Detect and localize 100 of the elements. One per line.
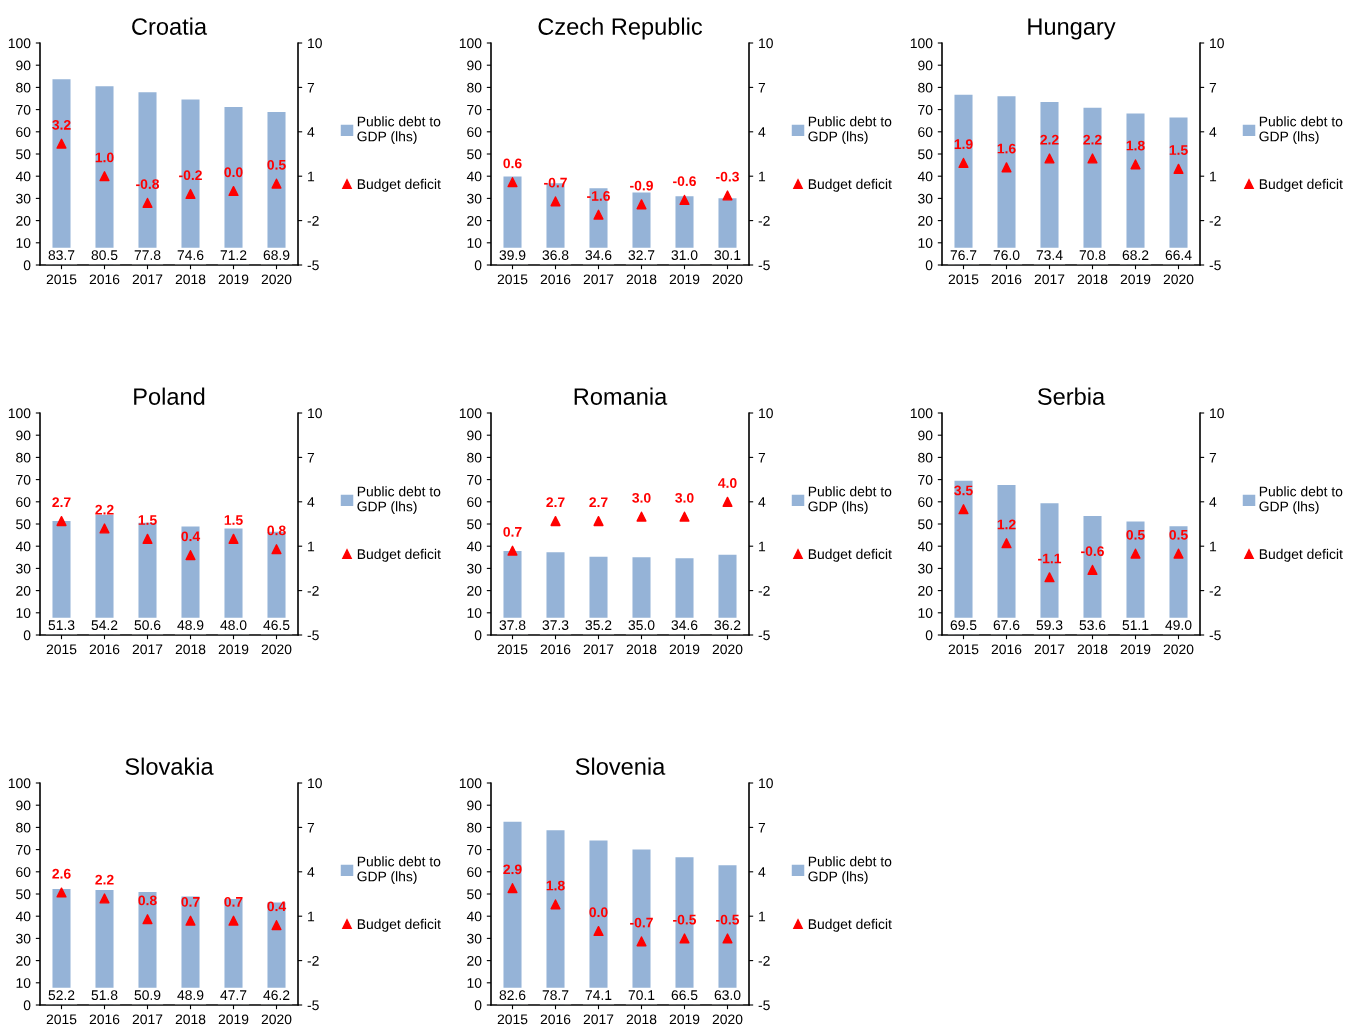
point bbox=[1087, 564, 1098, 575]
data-label: 53.6 bbox=[1079, 620, 1106, 631]
y-tick-label: 30 bbox=[467, 933, 482, 944]
data-label: -0.5 bbox=[716, 914, 740, 925]
point bbox=[679, 933, 690, 944]
y-tick-label: 90 bbox=[467, 800, 482, 811]
y2-tick-label: -2 bbox=[307, 585, 319, 596]
data-label: 1.5 bbox=[138, 515, 157, 525]
y-tick-label: 0 bbox=[925, 260, 933, 271]
y-tick-label: 50 bbox=[16, 519, 31, 530]
y2-tick-label: 10 bbox=[759, 778, 773, 789]
y-tick-label: 80 bbox=[16, 822, 31, 833]
x-tick-label: 2020 bbox=[261, 644, 292, 655]
y-tick-label: 60 bbox=[918, 497, 933, 507]
y-tick-label: 30 bbox=[918, 193, 933, 204]
data-label: 30.1 bbox=[714, 250, 741, 261]
x-tick-label: 2015 bbox=[948, 644, 979, 655]
y-tick-label: 40 bbox=[917, 541, 933, 552]
chart-title: Croatia bbox=[132, 17, 208, 35]
y2-tick-label: 10 bbox=[1210, 38, 1224, 49]
data-label: 69.5 bbox=[950, 620, 977, 631]
y2-tick-label: 1 bbox=[759, 171, 766, 182]
x-tick-label: 2018 bbox=[175, 274, 206, 285]
data-label: 47.7 bbox=[220, 990, 247, 1000]
y-tick-label: 60 bbox=[16, 127, 31, 137]
data-label: 70.1 bbox=[628, 990, 655, 1001]
x-tick-label: 2020 bbox=[261, 1014, 292, 1025]
y2-tick-label: -5 bbox=[758, 1000, 770, 1011]
data-label: 3.0 bbox=[675, 492, 694, 503]
data-label: 0.7 bbox=[224, 896, 243, 907]
y-tick-label: 10 bbox=[467, 238, 482, 248]
data-label: 0.7 bbox=[181, 896, 200, 907]
x-tick-label: 2015 bbox=[46, 1014, 77, 1025]
point bbox=[185, 915, 196, 926]
y2-tick-label: 10 bbox=[759, 38, 773, 49]
data-label: 66.4 bbox=[1165, 250, 1192, 261]
y-tick-label: 70 bbox=[918, 104, 933, 115]
point bbox=[142, 533, 153, 544]
point bbox=[271, 178, 282, 189]
x-tick-label: 2017 bbox=[132, 274, 163, 285]
y-tick-label: 10 bbox=[918, 608, 933, 618]
y2-tick-label: -5 bbox=[307, 630, 319, 641]
legend-label: Public debt to GDP (lhs) bbox=[808, 856, 892, 885]
point bbox=[185, 549, 196, 561]
data-label: 0.8 bbox=[138, 895, 157, 906]
point bbox=[636, 511, 647, 522]
y-tick-label: 100 bbox=[459, 408, 482, 419]
legend-label: Public debt to GDP (lhs) bbox=[808, 116, 892, 145]
y-tick-label: 80 bbox=[467, 822, 482, 833]
x-tick-label: 2018 bbox=[1077, 274, 1108, 285]
y2-tick-label: 10 bbox=[759, 408, 773, 419]
y2-tick-label: 7 bbox=[1209, 82, 1217, 93]
point bbox=[507, 882, 518, 894]
data-label: 0.5 bbox=[267, 159, 286, 170]
data-label: 37.3 bbox=[542, 620, 569, 631]
x-tick-label: 2019 bbox=[1120, 644, 1151, 655]
y2-tick-label: 7 bbox=[758, 452, 766, 463]
x-tick-label: 2020 bbox=[1163, 644, 1194, 655]
y-tick-label: 80 bbox=[918, 452, 933, 463]
data-label: 2.7 bbox=[52, 497, 71, 508]
y2-tick-label: 4 bbox=[758, 867, 766, 877]
data-label: 36.8 bbox=[542, 250, 569, 261]
y2-tick-label: 10 bbox=[308, 778, 322, 789]
point bbox=[636, 936, 647, 947]
y-tick-label: 70 bbox=[467, 844, 482, 855]
y-tick-label: 60 bbox=[467, 127, 482, 137]
y2-tick-label: 4 bbox=[758, 497, 766, 507]
data-label: 0.0 bbox=[589, 907, 608, 918]
x-tick-label: 2016 bbox=[540, 644, 571, 655]
y-tick-label: 70 bbox=[16, 104, 31, 115]
y-tick-label: 60 bbox=[467, 867, 482, 877]
data-label: -0.7 bbox=[630, 917, 653, 928]
y-tick-label: 30 bbox=[467, 193, 482, 204]
data-label: 0.6 bbox=[503, 158, 522, 169]
x-tick-label: 2019 bbox=[669, 274, 700, 285]
y2-tick-label: 7 bbox=[1209, 452, 1217, 463]
x-tick-label: 2016 bbox=[540, 1014, 571, 1025]
point bbox=[1130, 548, 1141, 559]
y2-tick-label: 7 bbox=[307, 82, 315, 93]
y2-tick-label: -5 bbox=[1209, 260, 1221, 271]
x-tick-label: 2020 bbox=[712, 274, 743, 285]
x-tick-label: 2019 bbox=[669, 644, 700, 655]
x-tick-label: 2020 bbox=[712, 1014, 743, 1025]
x-tick-label: 2015 bbox=[46, 644, 77, 655]
point bbox=[722, 496, 733, 507]
legend-label: Public debt to GDP (lhs) bbox=[357, 116, 441, 145]
data-label: 31.0 bbox=[671, 250, 698, 261]
data-label: 46.5 bbox=[263, 620, 290, 631]
y-tick-label: 90 bbox=[16, 60, 31, 71]
y2-tick-label: -2 bbox=[307, 955, 319, 966]
data-label: 59.3 bbox=[1036, 620, 1063, 631]
data-label: 46.2 bbox=[263, 990, 290, 1001]
y-tick-label: 20 bbox=[918, 585, 933, 596]
data-label: 50.6 bbox=[134, 620, 161, 631]
x-tick-label: 2015 bbox=[948, 274, 979, 285]
y2-tick-label: -2 bbox=[1209, 585, 1221, 596]
x-tick-label: 2015 bbox=[46, 274, 77, 285]
y-tick-label: 10 bbox=[467, 608, 482, 618]
data-label: 82.6 bbox=[499, 990, 526, 1001]
point bbox=[1130, 159, 1141, 170]
